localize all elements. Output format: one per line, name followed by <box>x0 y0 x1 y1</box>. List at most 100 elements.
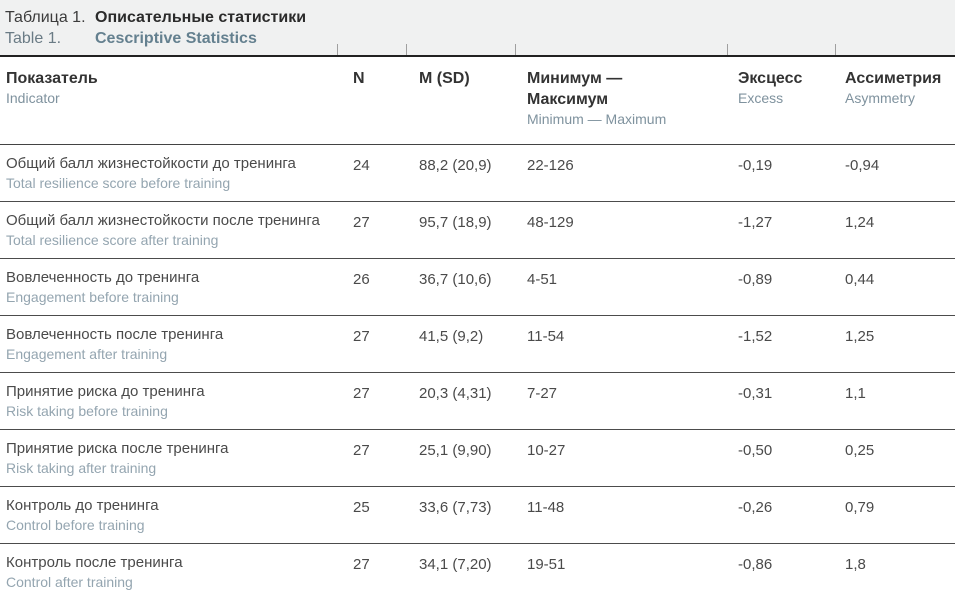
minmax-value: 7-27 <box>527 385 558 402</box>
excess-cell: -1,27 <box>727 202 835 258</box>
msd-value: 41,5 (9,2) <box>419 328 484 345</box>
header-msd-label: M (SD) <box>419 70 470 87</box>
minmax-value: 48-129 <box>527 214 574 231</box>
indicator-cell: Контроль после тренинга Control after tr… <box>0 544 337 601</box>
n-value: 27 <box>353 442 370 459</box>
table-caption-en: Table 1. Cescriptive Statistics <box>5 28 955 49</box>
indicator-ru: Контроль до тренинга <box>6 497 159 514</box>
indicator-cell: Общий балл жизнестойкости до тренинга To… <box>0 145 337 201</box>
msd-cell: 25,1 (9,90) <box>406 430 515 486</box>
indicator-cell: Принятие риска до тренинга Risk taking b… <box>0 373 337 429</box>
msd-value: 34,1 (7,20) <box>419 556 492 573</box>
indicator-ru: Контроль после тренинга <box>6 554 183 571</box>
header-minmax-en: Minimum — Maximum <box>527 111 667 127</box>
asymmetry-cell: 1,8 <box>835 544 955 601</box>
header-minmax: Минимум — Максимум Minimum — Maximum <box>515 57 727 144</box>
column-divider-tick <box>406 44 407 55</box>
header-minmax-ru: Минимум — Максимум <box>527 70 623 108</box>
indicator-ru: Принятие риска до тренинга <box>6 383 205 400</box>
excess-cell: -0,31 <box>727 373 835 429</box>
excess-value: -0,31 <box>738 385 773 402</box>
table-row: Вовлеченность до тренинга Engagement bef… <box>0 259 955 316</box>
indicator-ru: Общий балл жизнестойкости после тренинга <box>6 212 320 229</box>
indicator-en: Risk taking before training <box>6 403 168 419</box>
msd-value: 95,7 (18,9) <box>419 214 492 231</box>
table-row: Принятие риска до тренинга Risk taking b… <box>0 373 955 430</box>
n-cell: 27 <box>337 544 406 601</box>
n-value: 27 <box>353 556 370 573</box>
msd-cell: 36,7 (10,6) <box>406 259 515 315</box>
indicator-ru: Принятие риска после тренинга <box>6 440 229 457</box>
asymmetry-value: 1,25 <box>845 328 875 345</box>
asymmetry-cell: 0,44 <box>835 259 955 315</box>
column-divider-tick <box>515 44 516 55</box>
table-row: Общий балл жизнестойкости после тренинга… <box>0 202 955 259</box>
header-asymmetry-en: Asymmetry <box>845 90 915 106</box>
header-n-label: N <box>353 70 365 87</box>
minmax-value: 11-54 <box>527 328 565 345</box>
indicator-en: Control after training <box>6 574 133 590</box>
table-caption-ru: Таблица 1. Описательные статистики <box>5 7 955 28</box>
excess-value: -1,27 <box>738 214 773 231</box>
table-row: Принятие риска после тренинга Risk takin… <box>0 430 955 487</box>
msd-value: 36,7 (10,6) <box>419 271 492 288</box>
table-caption: Таблица 1. Описательные статистики Table… <box>0 0 955 57</box>
asymmetry-value: 0,44 <box>845 271 875 288</box>
n-cell: 27 <box>337 202 406 258</box>
excess-cell: -0,50 <box>727 430 835 486</box>
indicator-en: Total resilience score after training <box>6 232 219 248</box>
excess-value: -0,89 <box>738 271 773 288</box>
n-cell: 24 <box>337 145 406 201</box>
msd-value: 20,3 (4,31) <box>419 385 492 402</box>
n-cell: 27 <box>337 316 406 372</box>
excess-cell: -1,52 <box>727 316 835 372</box>
table-number-ru: Таблица 1. <box>5 9 86 26</box>
n-cell: 27 <box>337 373 406 429</box>
header-excess-en: Excess <box>738 90 784 106</box>
minmax-cell: 19-51 <box>515 544 727 601</box>
indicator-cell: Контроль до тренинга Control before trai… <box>0 487 337 543</box>
asymmetry-cell: 1,24 <box>835 202 955 258</box>
minmax-value: 11-48 <box>527 499 565 516</box>
n-value: 27 <box>353 385 370 402</box>
n-cell: 25 <box>337 487 406 543</box>
msd-value: 88,2 (20,9) <box>419 157 492 174</box>
minmax-value: 10-27 <box>527 442 566 459</box>
n-cell: 27 <box>337 430 406 486</box>
n-value: 27 <box>353 214 370 231</box>
msd-cell: 20,3 (4,31) <box>406 373 515 429</box>
table-header-row: Показатель Indicator N M (SD) Минимум — … <box>0 57 955 145</box>
n-value: 25 <box>353 499 370 516</box>
n-cell: 26 <box>337 259 406 315</box>
minmax-cell: 10-27 <box>515 430 727 486</box>
asymmetry-value: 0,25 <box>845 442 875 459</box>
table-row: Общий балл жизнестойкости до тренинга To… <box>0 145 955 202</box>
column-divider-tick <box>337 44 338 55</box>
indicator-ru: Общий балл жизнестойкости до тренинга <box>6 155 296 172</box>
minmax-cell: 11-48 <box>515 487 727 543</box>
msd-cell: 88,2 (20,9) <box>406 145 515 201</box>
header-n: N <box>337 57 406 144</box>
header-asymmetry: Ассиметрия Asymmetry <box>835 57 955 144</box>
table-title-en: Cescriptive Statistics <box>95 30 257 47</box>
table-row: Контроль до тренинга Control before trai… <box>0 487 955 544</box>
header-indicator: Показатель Indicator <box>0 57 337 144</box>
table-number-en: Table 1. <box>5 30 62 47</box>
indicator-cell: Общий балл жизнестойкости после тренинга… <box>0 202 337 258</box>
msd-cell: 95,7 (18,9) <box>406 202 515 258</box>
indicator-cell: Вовлеченность до тренинга Engagement bef… <box>0 259 337 315</box>
excess-cell: -0,89 <box>727 259 835 315</box>
indicator-cell: Принятие риска после тренинга Risk takin… <box>0 430 337 486</box>
msd-cell: 41,5 (9,2) <box>406 316 515 372</box>
excess-cell: -0,19 <box>727 145 835 201</box>
indicator-en: Engagement before training <box>6 289 179 305</box>
excess-cell: -0,26 <box>727 487 835 543</box>
table-title-ru: Описательные статистики <box>95 9 307 26</box>
minmax-value: 4-51 <box>527 271 558 288</box>
minmax-value: 19-51 <box>527 556 566 573</box>
header-asymmetry-ru: Ассиметрия <box>845 70 942 87</box>
indicator-en: Total resilience score before training <box>6 175 231 191</box>
header-indicator-ru: Показатель <box>6 70 98 87</box>
indicator-en: Engagement after training <box>6 346 168 362</box>
msd-value: 25,1 (9,90) <box>419 442 492 459</box>
